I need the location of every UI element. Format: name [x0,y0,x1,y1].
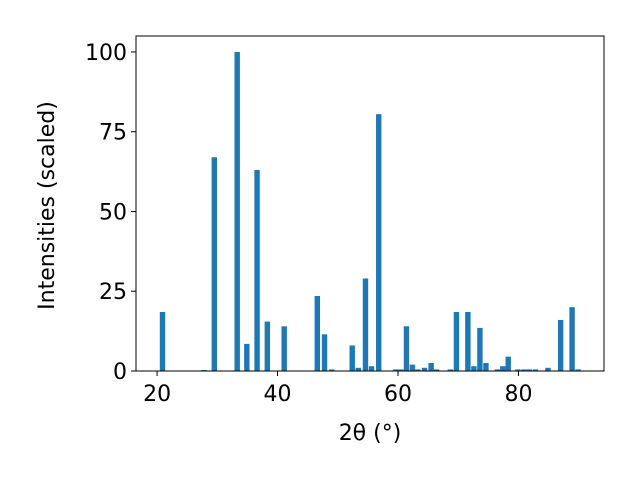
y-tick-label: 0 [113,360,127,385]
bar [355,367,361,371]
bar [532,369,539,371]
bar [211,157,217,371]
bar [421,367,428,371]
bar [453,311,460,371]
y-tick-label: 50 [99,200,127,225]
bar [465,311,471,371]
bar [362,278,369,371]
bar [471,366,477,371]
bar [433,369,440,371]
bar [415,369,421,371]
x-axis: 20 40 60 80 [143,371,532,407]
bar [349,345,355,371]
bar [409,364,416,371]
bar [321,334,328,371]
bar [368,366,375,371]
bar [575,369,581,371]
bar [159,311,166,371]
y-axis-label: Intensities (scaled) [35,101,60,310]
bar [314,296,320,371]
bar [477,327,483,371]
bar [494,369,501,371]
y-tick-label: 100 [85,41,127,66]
y-axis: 0 25 50 75 100 [85,41,136,385]
bar [545,367,551,371]
x-axis-label: 2θ (°) [339,421,402,446]
bar [557,319,564,371]
y-tick-label: 75 [99,121,127,146]
bar [329,369,335,371]
bar [521,369,527,371]
bar [398,369,404,371]
x-tick-label: 80 [504,382,532,407]
x-tick-label: 40 [264,382,292,407]
bar [526,369,533,371]
bar [264,321,271,371]
bar [254,170,260,371]
bar [483,363,489,371]
bar [281,326,287,371]
bar [428,363,434,371]
bar [244,343,250,371]
bar [392,369,399,371]
bar [376,114,382,372]
bar [234,51,240,371]
bar [505,356,511,371]
bar [403,326,410,371]
bar [569,307,575,371]
bar [515,369,521,371]
x-tick-label: 20 [143,382,171,407]
bars-group [159,51,581,372]
y-tick-label: 25 [99,280,127,305]
plot-frame [135,35,605,372]
bar [447,369,454,371]
x-tick-label: 60 [384,382,412,407]
bar [500,366,506,371]
